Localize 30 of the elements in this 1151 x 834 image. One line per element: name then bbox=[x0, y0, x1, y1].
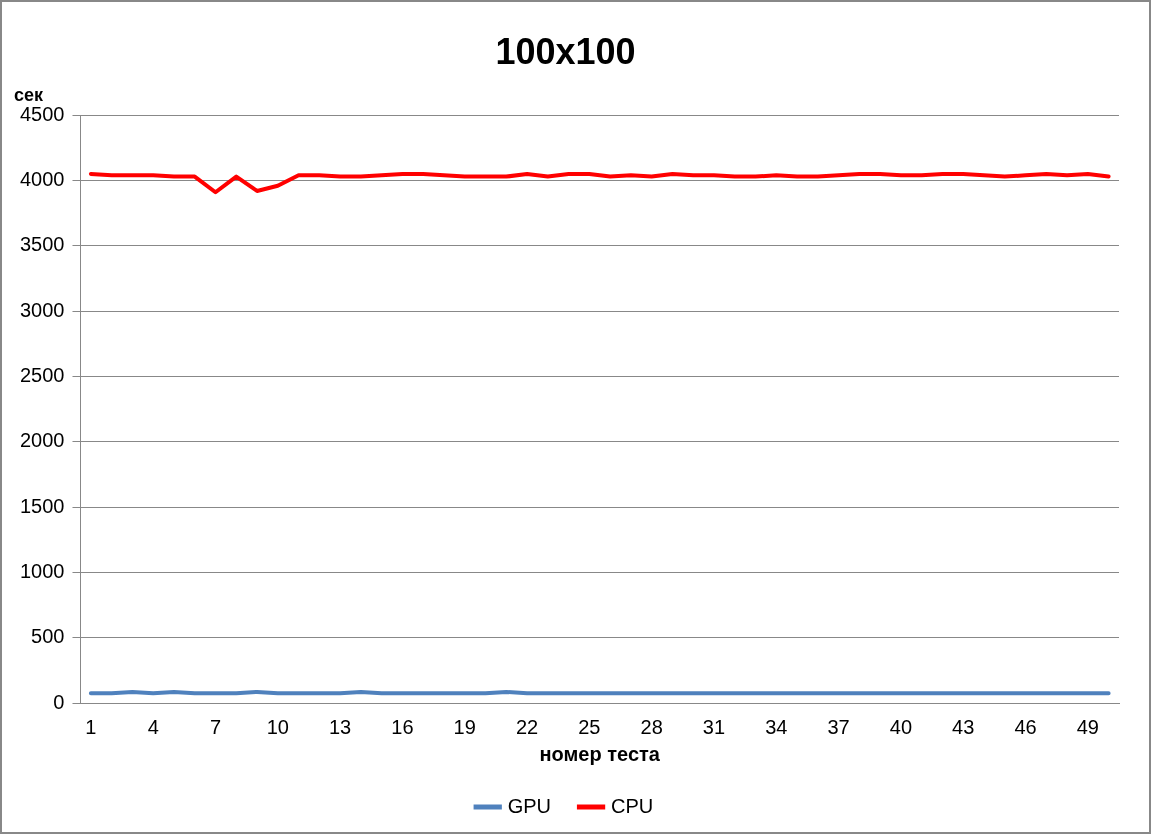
x-tick-label: 28 bbox=[640, 715, 663, 738]
y-tick-label: 3500 bbox=[19, 233, 65, 256]
x-tick-label: 40 bbox=[889, 715, 913, 738]
x-tick-label: 25 bbox=[578, 715, 601, 738]
x-axis-title: номер теста bbox=[539, 742, 661, 765]
x-tick-label: 46 bbox=[1014, 715, 1037, 738]
y-tick-label: 2000 bbox=[19, 429, 65, 452]
x-tick-label: 13 bbox=[328, 715, 352, 738]
x-tick-label: 43 bbox=[952, 715, 975, 738]
x-tick-label: 1 bbox=[85, 715, 97, 738]
y-tick-label: 1000 bbox=[19, 559, 65, 582]
x-tick-label: 22 bbox=[515, 715, 539, 738]
legend-label: CPU bbox=[611, 794, 654, 817]
x-tick-label: 49 bbox=[1076, 715, 1099, 738]
y-tick-label: 2500 bbox=[19, 363, 65, 386]
y-tick-label: 1500 bbox=[19, 494, 65, 517]
x-tick-label: 19 bbox=[453, 715, 476, 738]
legend-label: GPU bbox=[507, 794, 552, 817]
x-tick-label: 31 bbox=[702, 715, 726, 738]
x-tick-label: 7 bbox=[209, 715, 222, 738]
chart-title: 100x100 bbox=[495, 30, 636, 72]
x-tick-label: 16 bbox=[391, 715, 414, 738]
x-tick-label: 34 bbox=[765, 715, 788, 738]
y-tick-label: 0 bbox=[53, 690, 65, 713]
x-tick-label: 4 bbox=[147, 715, 159, 738]
y-tick-label: 4000 bbox=[19, 168, 65, 191]
x-tick-label: 10 bbox=[266, 715, 289, 738]
y-tick-label: 3000 bbox=[19, 298, 65, 321]
x-tick-label: 37 bbox=[827, 715, 850, 738]
y-tick-label: 500 bbox=[31, 625, 65, 648]
